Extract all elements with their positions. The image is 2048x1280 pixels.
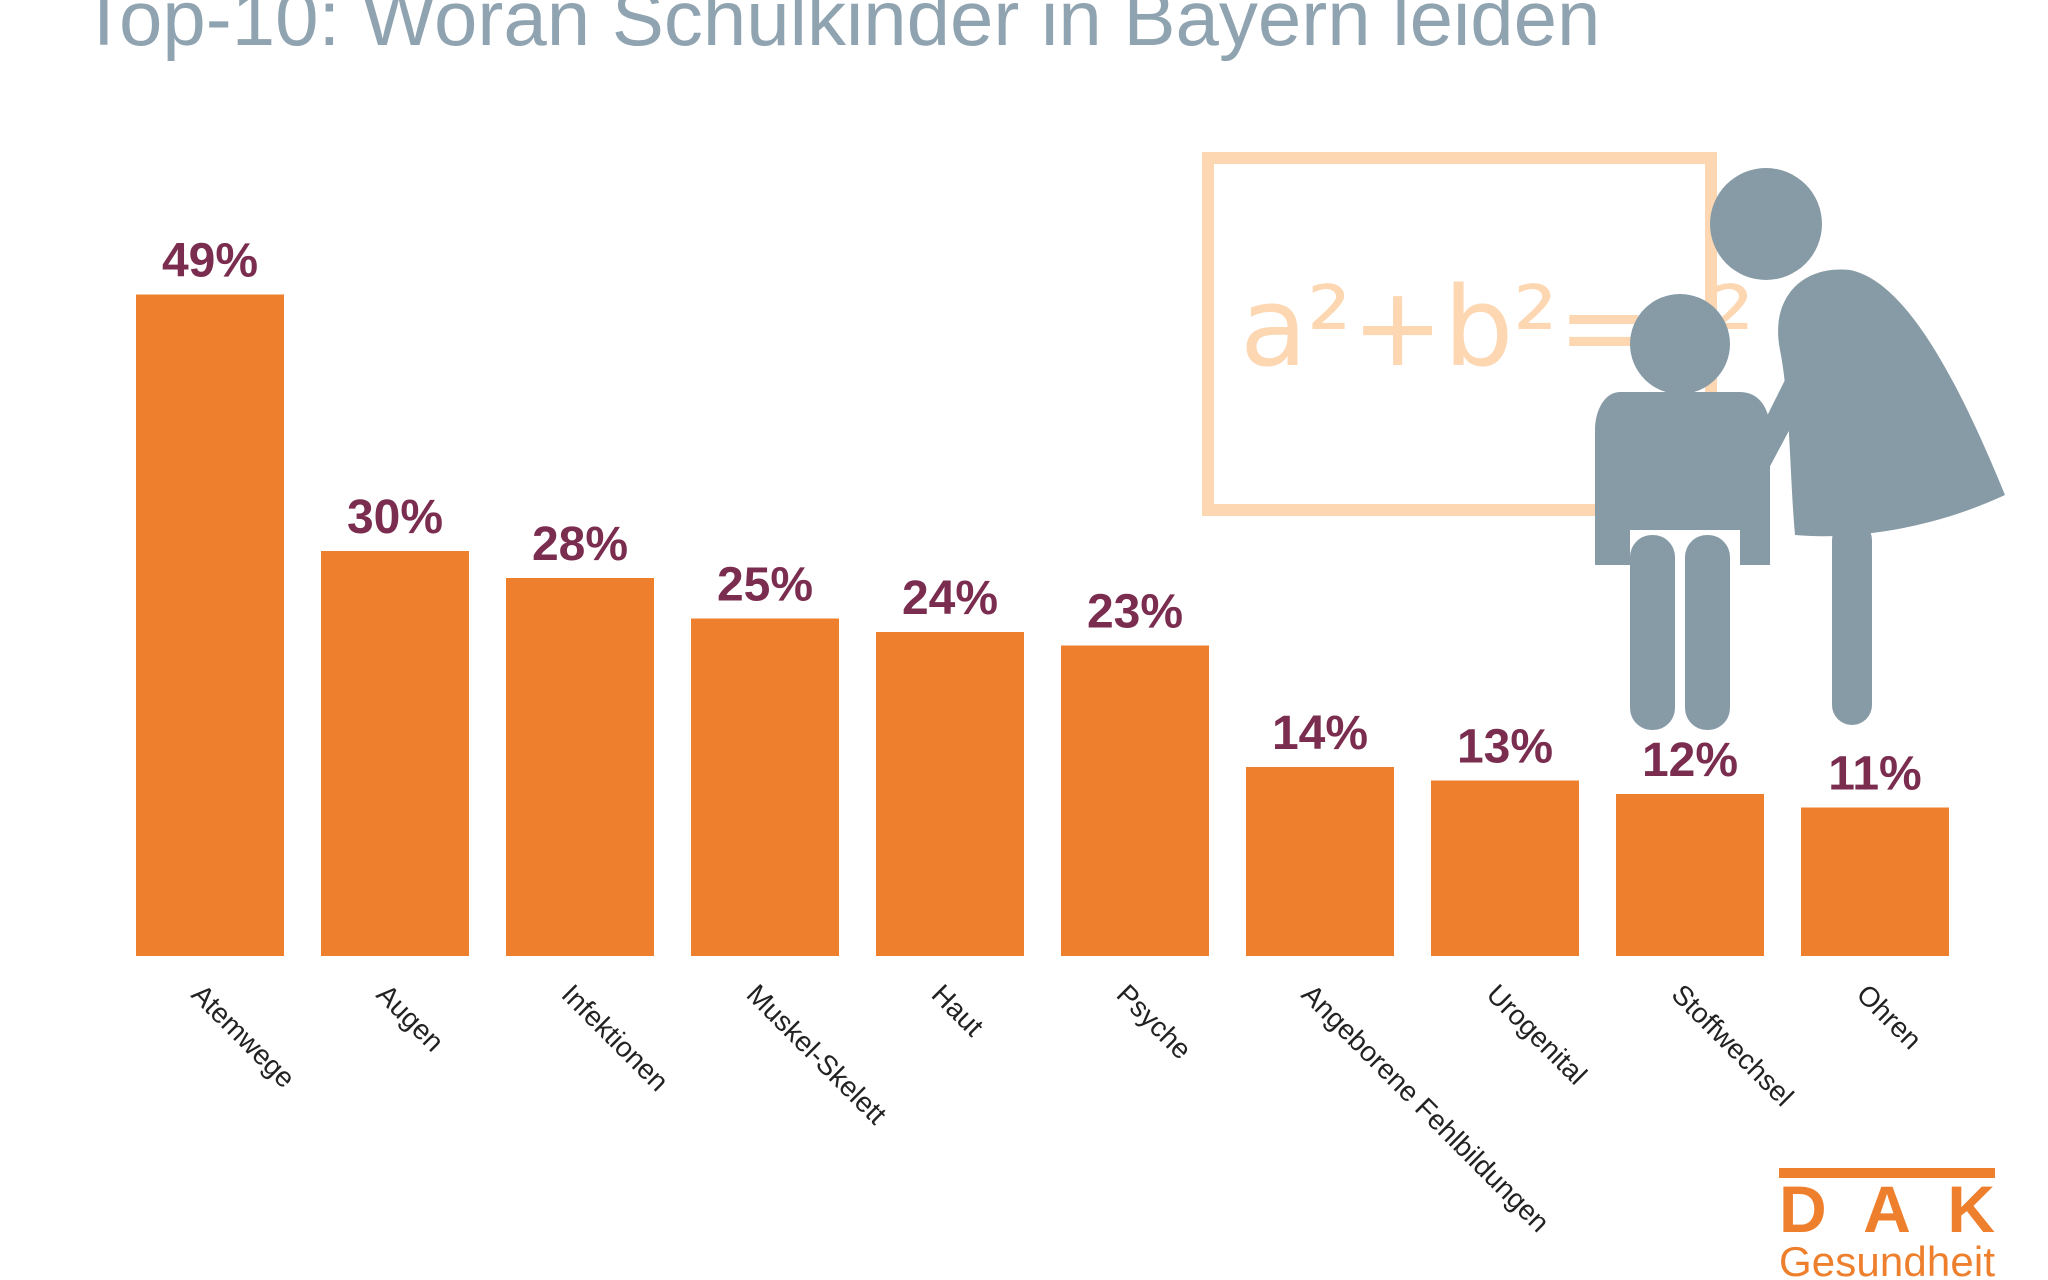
logo: DAK Gesundheit — [1779, 1168, 1995, 1280]
value-label: 13% — [1457, 721, 1553, 774]
bar — [1061, 645, 1209, 956]
x-tick-label: Haut — [926, 978, 990, 1042]
value-label: 14% — [1272, 707, 1368, 760]
x-tick-label: Atemwege — [186, 978, 301, 1093]
value-label: 23% — [1087, 586, 1183, 639]
value-label: 25% — [717, 559, 813, 612]
bar — [321, 551, 469, 956]
value-label: 11% — [1828, 748, 1921, 801]
value-label: 28% — [532, 518, 628, 571]
bar — [1616, 794, 1764, 956]
logo-bar — [1779, 1168, 1995, 1178]
bar — [1246, 767, 1394, 956]
bar — [1431, 780, 1579, 956]
x-tick-label: Psyche — [1111, 978, 1198, 1065]
x-tick-label: Urogenital — [1481, 978, 1593, 1090]
teacher — [1710, 168, 2005, 725]
chart-title: Top-10: Woran Schulkinder in Bayern leid… — [80, 0, 1600, 62]
logo-name: Gesundheit — [1779, 1238, 1995, 1280]
x-tick-label: Augen — [371, 978, 450, 1057]
x-tick-label: Ohren — [1851, 978, 1928, 1055]
child — [1595, 294, 1770, 730]
illustration: a²+b²=c² — [1202, 152, 2005, 730]
bar — [136, 294, 284, 956]
x-tick-label: Infektionen — [556, 978, 675, 1097]
bar — [1801, 807, 1949, 956]
logo-brand: DAK — [1779, 1172, 1995, 1246]
bar — [506, 578, 654, 956]
bar — [876, 632, 1024, 956]
value-label: 49% — [162, 235, 258, 288]
bar — [691, 618, 839, 956]
x-tick-label: Stoffwechsel — [1666, 978, 1800, 1112]
value-label: 24% — [902, 572, 998, 625]
value-label: 12% — [1642, 734, 1738, 787]
value-label: 30% — [347, 491, 443, 544]
x-tick-label: Muskel-Skelett — [741, 978, 893, 1130]
